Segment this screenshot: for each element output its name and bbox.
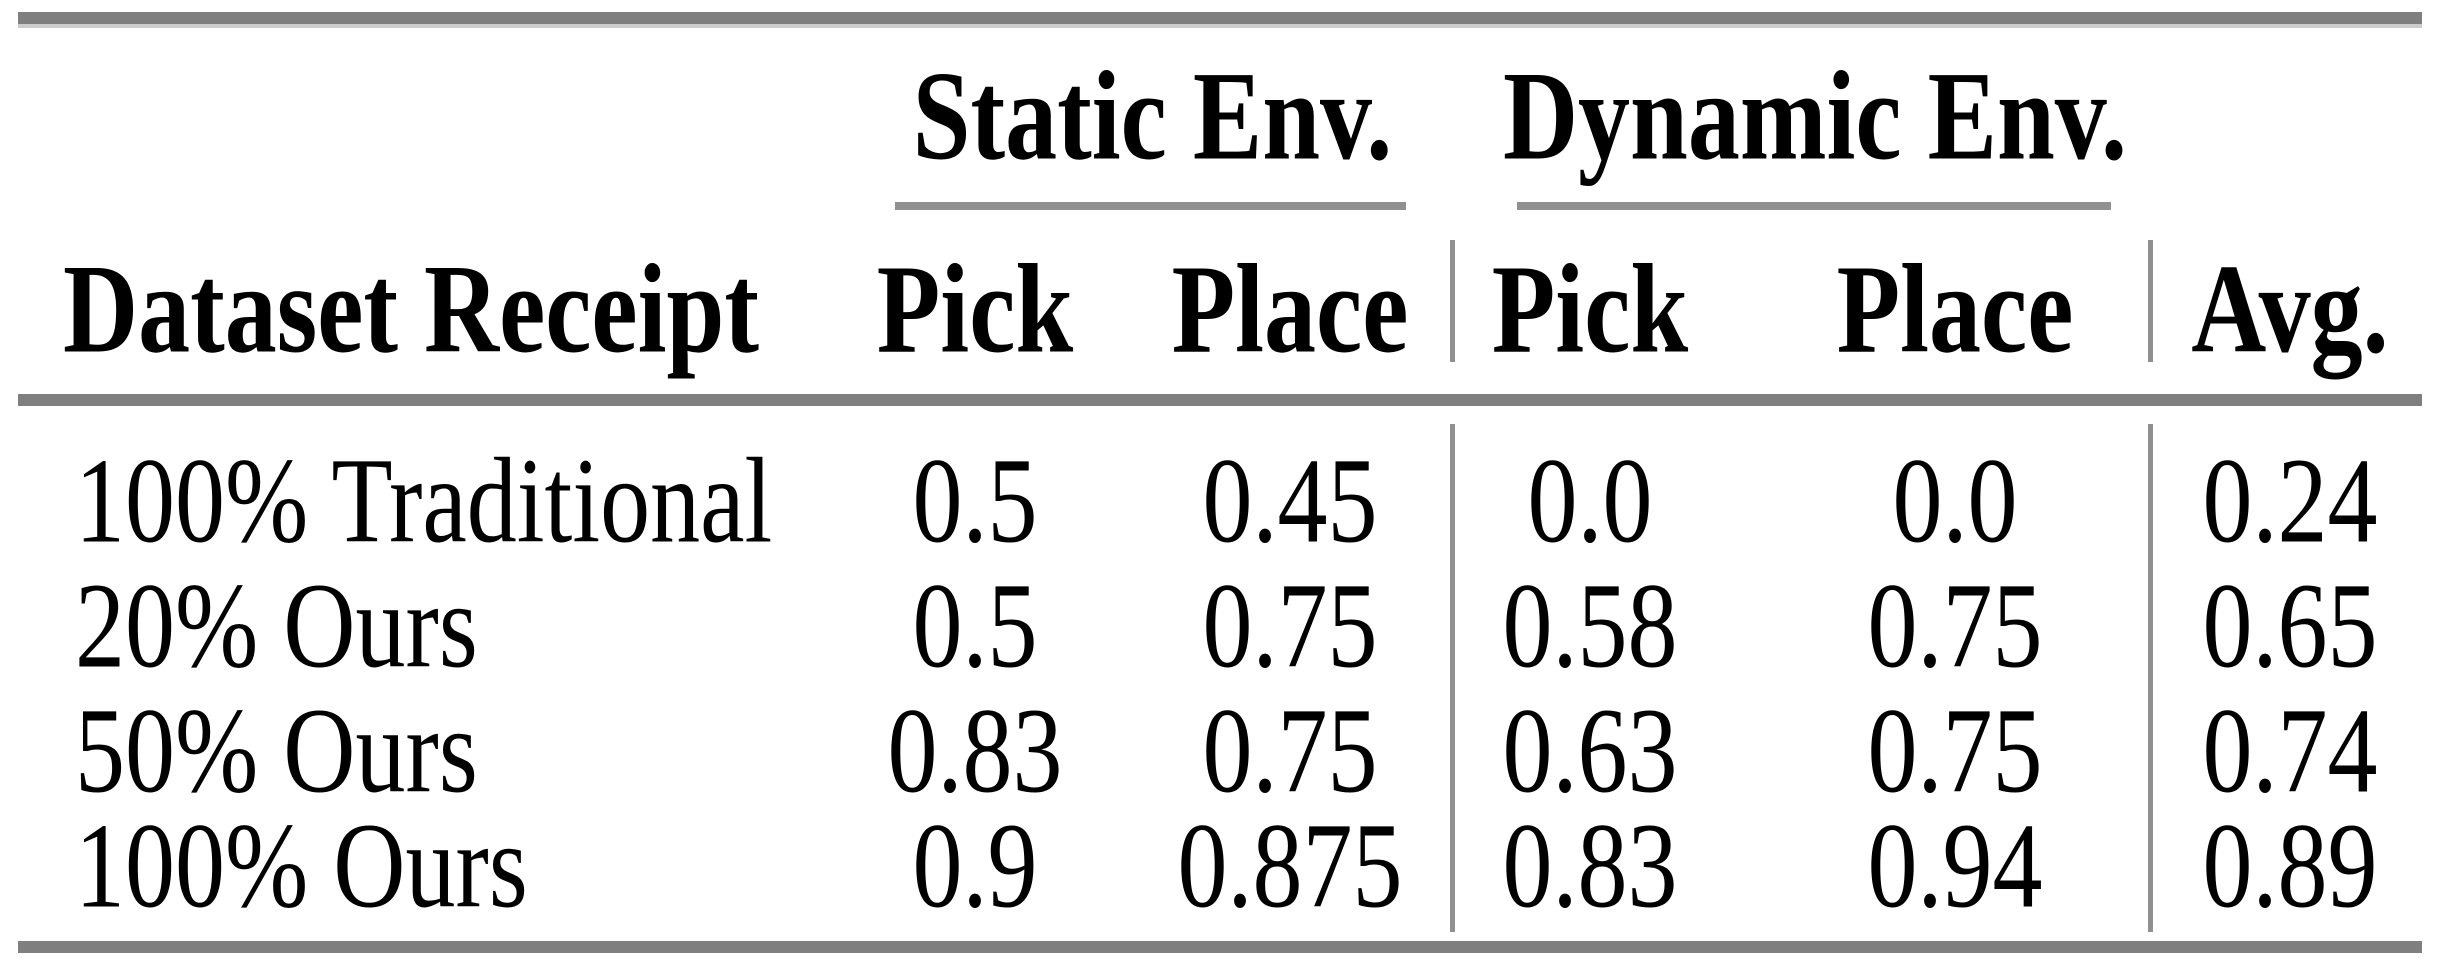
table-cell-static-pick: 0.5: [912, 557, 1038, 693]
static-env-cmidrule: [895, 202, 1406, 210]
header-static-pick: Pick: [876, 238, 1074, 380]
table-row-label: 20% Ours: [75, 557, 478, 693]
column-group-static-env: Static Env.: [880, 46, 1425, 186]
table-cell-avg: 0.24: [2202, 432, 2378, 568]
column-group-dynamic-env-label: Dynamic Env.: [1502, 45, 2128, 187]
table-bottom-rule: [18, 941, 2422, 953]
table-mid-rule: [18, 394, 2422, 406]
table-cell-static-place: 0.75: [1202, 557, 1378, 693]
table-row-label: 100% Ours: [75, 797, 528, 933]
column-group-static-env-label: Static Env.: [912, 45, 1393, 187]
vertical-separator-static-dynamic-header: [1450, 240, 1455, 362]
vertical-separator-dynamic-avg-body: [2148, 424, 2153, 932]
table-cell-static-pick: 0.83: [887, 682, 1063, 818]
table-cell-avg: 0.89: [2202, 797, 2378, 933]
header-static-place: Place: [1171, 238, 1409, 380]
table-cell-dynamic-pick: 0.63: [1502, 682, 1678, 818]
table-cell-dynamic-pick: 0.83: [1502, 797, 1678, 933]
header-dataset-receipt: Dataset Receipt: [63, 238, 759, 380]
table-row-label: 50% Ours: [75, 682, 478, 818]
header-dynamic-pick: Pick: [1491, 238, 1689, 380]
table-row-label: 100% Traditional: [75, 432, 773, 568]
table-cell-dynamic-place: 0.94: [1867, 797, 2043, 933]
table-cell-static-place: 0.75: [1202, 682, 1378, 818]
dynamic-env-cmidrule: [1517, 202, 2111, 210]
table-cell-avg: 0.74: [2202, 682, 2378, 818]
table-cell-dynamic-pick: 0.58: [1502, 557, 1678, 693]
table-cell-static-pick: 0.5: [912, 432, 1038, 568]
header-dynamic-place: Place: [1836, 238, 2074, 380]
vertical-separator-static-dynamic-body: [1450, 424, 1455, 932]
table-cell-static-place: 0.45: [1202, 432, 1378, 568]
column-group-dynamic-env: Dynamic Env.: [1500, 46, 2130, 186]
table-cell-dynamic-pick: 0.0: [1527, 432, 1653, 568]
table-cell-dynamic-place: 0.75: [1867, 682, 2043, 818]
table-cell-static-place: 0.875: [1177, 797, 1403, 933]
table-cell-avg: 0.65: [2202, 557, 2378, 693]
table-cell-dynamic-place: 0.75: [1867, 557, 2043, 693]
header-avg: Avg.: [2191, 238, 2389, 380]
vertical-separator-dynamic-avg-header: [2148, 240, 2153, 362]
table-cell-static-pick: 0.9: [912, 797, 1038, 933]
table-top-rule: [18, 12, 2422, 28]
table-cell-dynamic-place: 0.0: [1892, 432, 2018, 568]
